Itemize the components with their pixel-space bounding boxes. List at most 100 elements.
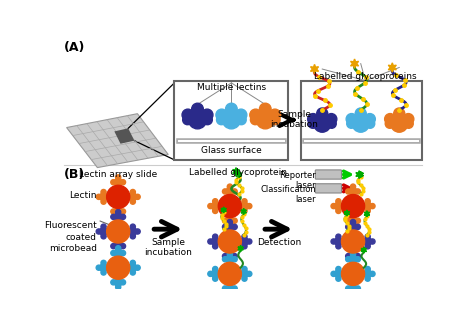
Circle shape bbox=[227, 184, 232, 189]
Circle shape bbox=[355, 189, 360, 194]
Circle shape bbox=[334, 202, 342, 210]
Text: Multiple lectins: Multiple lectins bbox=[197, 83, 266, 92]
Circle shape bbox=[314, 115, 331, 132]
Circle shape bbox=[126, 229, 131, 234]
Polygon shape bbox=[388, 63, 396, 72]
Circle shape bbox=[227, 194, 232, 199]
Circle shape bbox=[211, 202, 219, 210]
Circle shape bbox=[111, 180, 116, 185]
Circle shape bbox=[240, 238, 248, 245]
Circle shape bbox=[336, 276, 341, 281]
Circle shape bbox=[213, 276, 218, 281]
Circle shape bbox=[336, 208, 341, 214]
Circle shape bbox=[346, 119, 356, 128]
Circle shape bbox=[349, 255, 357, 263]
FancyBboxPatch shape bbox=[315, 184, 341, 193]
Circle shape bbox=[116, 255, 121, 260]
Circle shape bbox=[232, 189, 237, 194]
Circle shape bbox=[120, 251, 126, 256]
Circle shape bbox=[208, 271, 213, 277]
Circle shape bbox=[130, 224, 136, 229]
Circle shape bbox=[308, 113, 319, 124]
Circle shape bbox=[240, 202, 248, 210]
Circle shape bbox=[341, 239, 346, 244]
Circle shape bbox=[101, 224, 106, 229]
Circle shape bbox=[355, 254, 360, 259]
Circle shape bbox=[364, 270, 372, 278]
Circle shape bbox=[232, 224, 237, 229]
Circle shape bbox=[250, 109, 262, 121]
Circle shape bbox=[350, 219, 356, 225]
FancyBboxPatch shape bbox=[174, 81, 288, 160]
FancyBboxPatch shape bbox=[301, 81, 422, 160]
Circle shape bbox=[256, 111, 274, 129]
Circle shape bbox=[237, 203, 242, 209]
Circle shape bbox=[346, 254, 351, 259]
Text: Sample
incubation: Sample incubation bbox=[271, 110, 319, 129]
Circle shape bbox=[227, 261, 232, 266]
Circle shape bbox=[331, 271, 336, 277]
Circle shape bbox=[341, 195, 365, 218]
Circle shape bbox=[208, 203, 213, 209]
Circle shape bbox=[189, 111, 207, 129]
Circle shape bbox=[114, 213, 122, 221]
Circle shape bbox=[222, 189, 228, 194]
Circle shape bbox=[111, 243, 116, 249]
Circle shape bbox=[130, 260, 136, 266]
Circle shape bbox=[114, 178, 122, 186]
Circle shape bbox=[107, 185, 130, 208]
Circle shape bbox=[182, 109, 194, 121]
Circle shape bbox=[226, 223, 234, 231]
Circle shape bbox=[350, 261, 356, 266]
Circle shape bbox=[219, 230, 241, 253]
Circle shape bbox=[222, 286, 228, 291]
Circle shape bbox=[116, 185, 121, 189]
Circle shape bbox=[355, 108, 366, 119]
Circle shape bbox=[404, 119, 413, 128]
Circle shape bbox=[346, 113, 357, 124]
Circle shape bbox=[219, 195, 241, 218]
Polygon shape bbox=[351, 59, 358, 68]
Text: Classification
laser: Classification laser bbox=[260, 185, 316, 204]
Circle shape bbox=[111, 280, 116, 285]
Circle shape bbox=[222, 257, 228, 262]
Circle shape bbox=[355, 224, 360, 229]
Circle shape bbox=[242, 208, 247, 214]
Circle shape bbox=[365, 208, 370, 214]
Circle shape bbox=[96, 194, 101, 200]
Circle shape bbox=[116, 219, 121, 224]
Polygon shape bbox=[221, 207, 227, 213]
Circle shape bbox=[331, 239, 336, 244]
Circle shape bbox=[232, 257, 237, 262]
Circle shape bbox=[242, 234, 247, 239]
Circle shape bbox=[308, 119, 318, 128]
Circle shape bbox=[336, 266, 341, 272]
Circle shape bbox=[213, 244, 218, 249]
Circle shape bbox=[126, 194, 131, 200]
Circle shape bbox=[250, 115, 260, 125]
Circle shape bbox=[227, 258, 232, 264]
Circle shape bbox=[114, 249, 122, 257]
Circle shape bbox=[101, 199, 106, 204]
Circle shape bbox=[120, 209, 126, 214]
Polygon shape bbox=[114, 128, 134, 144]
Circle shape bbox=[336, 234, 341, 239]
Text: Labelled glycoprotein: Labelled glycoprotein bbox=[189, 168, 287, 176]
Circle shape bbox=[130, 270, 136, 275]
Circle shape bbox=[182, 115, 192, 125]
Circle shape bbox=[350, 252, 356, 257]
Circle shape bbox=[317, 108, 328, 119]
Circle shape bbox=[227, 219, 232, 225]
Circle shape bbox=[246, 203, 252, 209]
Circle shape bbox=[202, 115, 212, 125]
Circle shape bbox=[365, 199, 370, 204]
Circle shape bbox=[350, 223, 356, 228]
Circle shape bbox=[100, 227, 108, 236]
Circle shape bbox=[116, 204, 121, 209]
Circle shape bbox=[211, 238, 219, 245]
Circle shape bbox=[100, 264, 108, 272]
Circle shape bbox=[365, 244, 370, 249]
Circle shape bbox=[120, 243, 126, 249]
Circle shape bbox=[365, 276, 370, 281]
Circle shape bbox=[222, 218, 228, 223]
